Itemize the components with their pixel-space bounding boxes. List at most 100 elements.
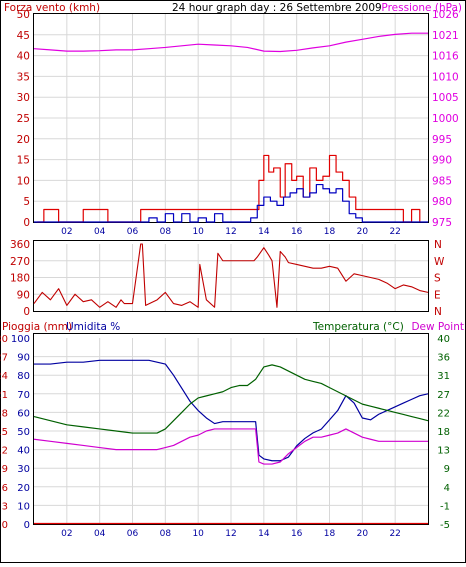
- axis-tick-label: 21: [0, 390, 8, 401]
- hour-tick-label: 14: [258, 529, 270, 539]
- temperature-axis-title: Temperatura (°C): [312, 321, 404, 333]
- axis-tick-label: 90: [17, 289, 30, 301]
- panel-temperature-humidity-hour-ticks: 02 04 06 08 10 12 14 16 18 20 22: [61, 529, 401, 539]
- axis-tick-label: 30: [17, 464, 30, 475]
- hour-tick-label: 12: [225, 227, 236, 237]
- axis-tick-label: 30: [17, 92, 30, 104]
- axis-tick-label: 25: [17, 113, 30, 125]
- series-line-raffica: [37, 154, 421, 223]
- hour-tick-label: 16: [291, 529, 303, 539]
- axis-tick-label: 80: [17, 371, 30, 382]
- hour-tick-label: 16: [291, 227, 303, 237]
- wind-speed-ticks: 0 5 10 15 20 25 30 35 40 45 50: [17, 9, 30, 229]
- axis-tick-label: 180: [10, 273, 30, 285]
- axis-tick-label: 0: [2, 520, 8, 531]
- axis-tick-label: 995: [432, 134, 452, 146]
- axis-tick-label: 5: [23, 196, 30, 208]
- panel-wind-direction-series: [33, 243, 429, 308]
- axis-tick-label: 1000: [432, 113, 459, 125]
- hour-tick-label: 20: [357, 529, 369, 539]
- panel-wind-direction-frame: [33, 240, 429, 312]
- axis-tick-label: 35: [17, 71, 30, 83]
- dew-point-axis-title: Dew Point: [411, 321, 464, 333]
- chart-title: 24 hour graph day : 26 Settembre 2009: [172, 2, 382, 14]
- axis-tick-label: 12: [0, 446, 8, 457]
- hour-tick-label: 22: [389, 529, 400, 539]
- hour-tick-label: 02: [61, 227, 72, 237]
- axis-tick-label: 9: [444, 464, 450, 475]
- axis-tick-label: 18: [437, 427, 450, 438]
- axis-tick-label: 9: [2, 464, 8, 475]
- axis-tick-label: 30: [0, 334, 8, 345]
- axis-tick-label: N: [434, 306, 442, 318]
- axis-tick-label: 0: [23, 306, 30, 318]
- pressure-axis-title: Pressione (hPa): [381, 2, 462, 14]
- axis-tick-label: 0: [24, 520, 30, 531]
- axis-tick-label: 22: [437, 408, 450, 419]
- hour-tick-label: 20: [357, 227, 369, 237]
- hour-tick-label: 06: [127, 529, 139, 539]
- humidity-ticks: 0 10 20 30 40 50 60 70 80 90 100: [11, 334, 30, 531]
- axis-tick-label: 6: [2, 483, 8, 494]
- series-line-dew-point: [33, 428, 428, 465]
- axis-tick-label: 40: [17, 446, 30, 457]
- hour-tick-label: 08: [160, 227, 172, 237]
- hour-tick-label: 14: [258, 227, 270, 237]
- hour-tick-label: 10: [192, 529, 204, 539]
- series-line-temperatura-c: [33, 364, 429, 434]
- axis-tick-label: 70: [17, 390, 30, 401]
- axis-tick-label: N: [434, 239, 442, 251]
- hour-tick-label: 18: [324, 227, 336, 237]
- hour-tick-label: 12: [225, 529, 236, 539]
- rain-ticks: 0 3 6 9 12 15 18 21 24 27 30: [0, 334, 8, 531]
- axis-tick-label: 40: [437, 334, 450, 345]
- axis-tick-label: 50: [17, 427, 30, 438]
- axis-tick-label: 360: [10, 239, 30, 251]
- axis-tick-label: 20: [17, 134, 30, 146]
- wind-speed-axis-title: Forza vento (kmh): [4, 2, 100, 14]
- axis-tick-label: 13: [437, 446, 450, 457]
- panel-wind-pressure-series: [33, 32, 428, 223]
- axis-tick-label: 27: [437, 390, 450, 401]
- panel-temperature-humidity-frame: [33, 333, 429, 525]
- axis-tick-label: 10: [17, 175, 30, 187]
- axis-tick-label: 100: [11, 334, 30, 345]
- axis-tick-label: 980: [432, 196, 452, 208]
- axis-tick-label: 40: [17, 51, 30, 63]
- axis-tick-label: 18: [0, 408, 8, 419]
- axis-tick-label: 50: [17, 9, 30, 21]
- axis-tick-label: 1021: [432, 30, 459, 42]
- panel-temperature-humidity-series: [33, 359, 429, 525]
- axis-tick-label: 1026: [432, 9, 459, 21]
- axis-tick-label: -5: [440, 520, 450, 531]
- axis-tick-label: S: [434, 273, 441, 285]
- humidity-axis-title: Umidita %: [66, 321, 120, 333]
- hour-tick-label: 10: [192, 227, 204, 237]
- hour-tick-label: 02: [61, 529, 72, 539]
- axis-tick-label: 36: [437, 353, 450, 364]
- wind-direction-degree-ticks: 0 90 180 270 360: [10, 239, 30, 318]
- hour-tick-label: 04: [94, 227, 106, 237]
- series-line-direzione-vento: [33, 243, 429, 308]
- axis-tick-label: 975: [432, 217, 452, 229]
- hour-tick-label: 08: [160, 529, 172, 539]
- axis-tick-label: 45: [17, 30, 30, 42]
- series-line-umidita: [34, 359, 429, 462]
- axis-tick-label: E: [434, 289, 441, 301]
- axis-tick-label: -1: [440, 501, 450, 512]
- axis-tick-label: 27: [0, 353, 8, 364]
- axis-tick-label: 985: [432, 175, 452, 187]
- axis-tick-label: W: [434, 256, 445, 268]
- series-line-velocita-media: [34, 183, 428, 223]
- axis-tick-label: 4: [444, 483, 450, 494]
- axis-tick-label: 270: [10, 256, 30, 268]
- panel-temperature-humidity-grid: [34, 338, 428, 524]
- hour-tick-label: 06: [127, 227, 139, 237]
- axis-tick-label: 31: [437, 371, 450, 382]
- rain-axis-title: Pioggia (mm): [2, 321, 72, 333]
- axis-tick-label: 3: [2, 501, 8, 512]
